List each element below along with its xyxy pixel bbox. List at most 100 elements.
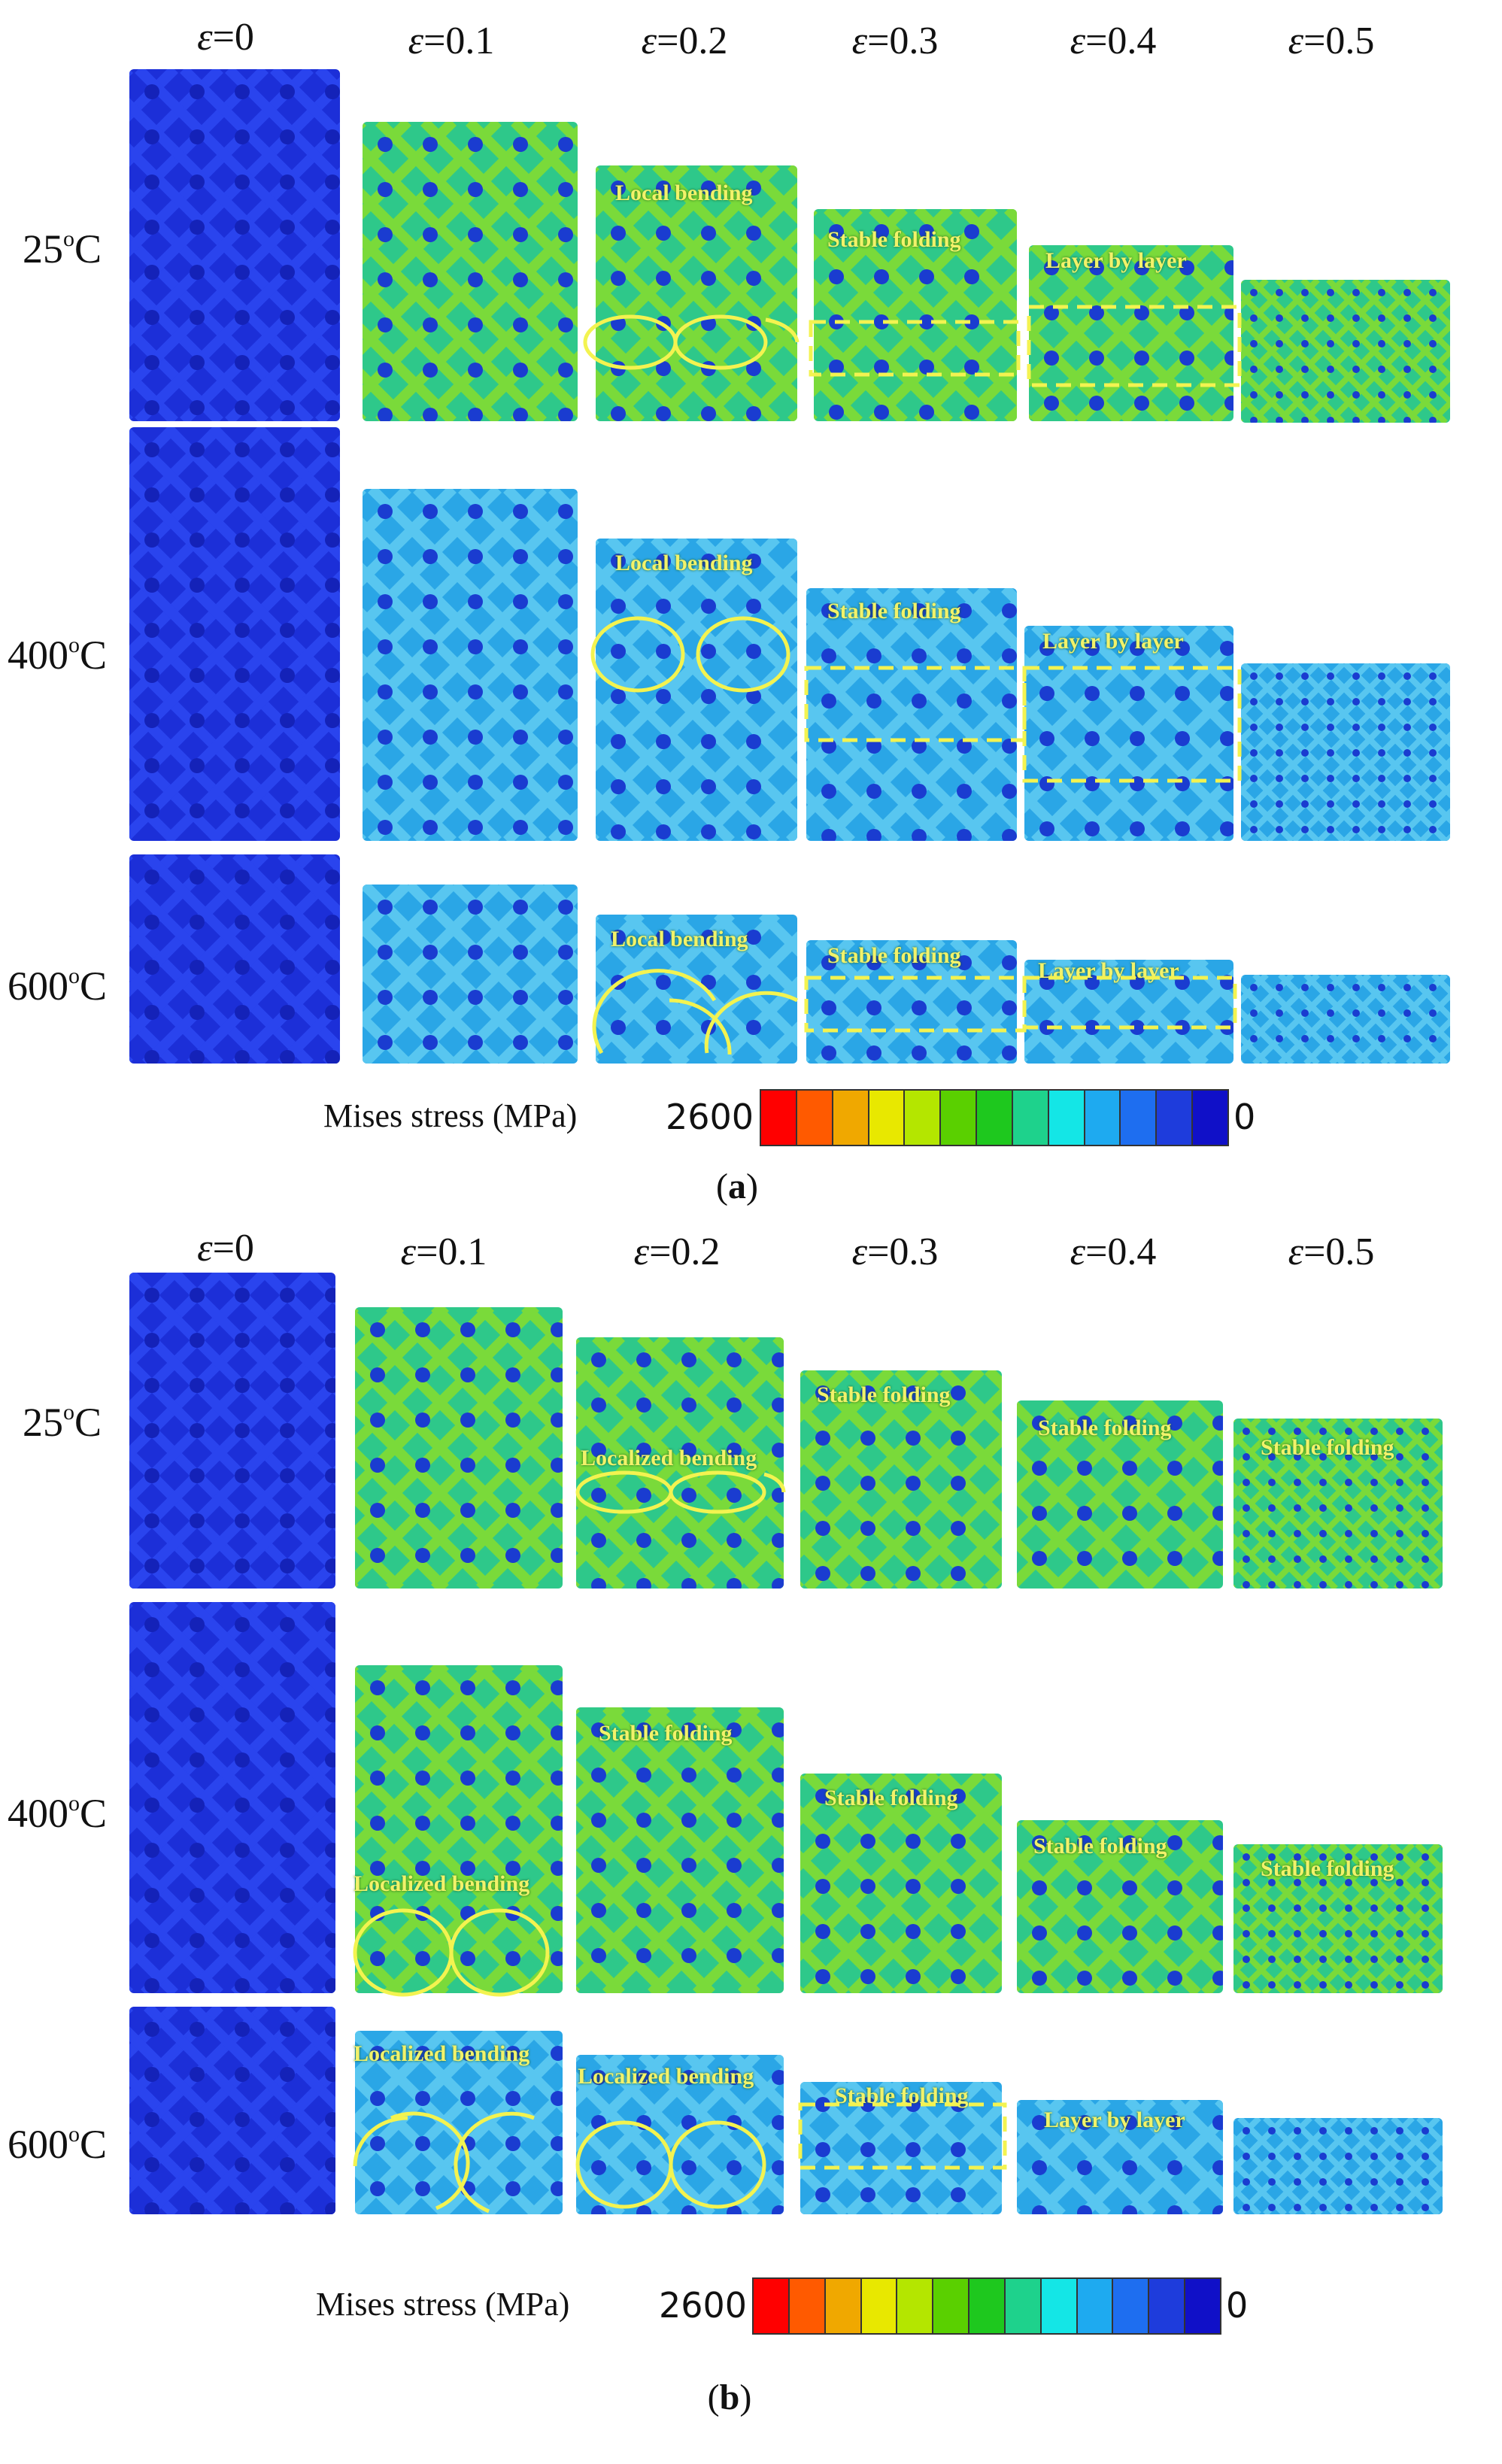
lattice-deformed [576,1337,784,1589]
lattice-deformed [1241,663,1450,841]
lattice-undeformed [129,1273,335,1589]
temperature-label: 400oC [8,633,108,678]
lattice-deformed [806,940,1017,1064]
colorbar-swatch [941,1091,978,1145]
strain-header: ε=0.4 [1070,1230,1157,1273]
legend-min: 0 [1226,2285,1249,2326]
colorbar-swatch [1005,2279,1042,2333]
annotation-label: Stable folding [827,227,961,252]
legend-min: 0 [1233,1097,1256,1137]
colorbar-swatch [869,1091,906,1145]
temperature-label: 400oC [8,1791,108,1836]
strain-header: ε=0 [197,16,254,59]
legend-max: 2600 [666,1097,754,1137]
lattice-deformed [1017,2100,1223,2214]
lattice-deformed [363,122,578,421]
colorbar-swatch [754,2279,790,2333]
strain-header: ε=0.5 [1288,1230,1375,1273]
panel-caption: (a) [716,1167,758,1206]
lattice-undeformed [129,2007,335,2214]
annotation-label: Stable folding [599,1721,733,1746]
annotation-label: Local bending [615,181,753,205]
lattice-undeformed [129,427,340,841]
annotation-label: Localized bending [354,2041,530,2066]
annotation-label: Local bending [615,551,753,575]
colorbar-swatch [1012,1091,1049,1145]
lattice-deformed [1241,975,1450,1064]
annotation-overlay [353,1470,1007,2214]
lattice-deformed [1017,1400,1223,1589]
strain-header: ε=0.2 [633,1230,721,1273]
annotation-label: Stable folding [1038,1416,1172,1440]
annotation-label: Localized bending [581,1446,757,1470]
annotation-label: Stable folding [1261,1435,1394,1460]
lattice-deformed [1241,280,1450,423]
colorbar-swatch [761,1091,797,1145]
colorbar-swatch [789,2279,826,2333]
lattice-undeformed [129,69,340,421]
colorbar-swatch [905,1091,942,1145]
annotation-label: Stable folding [827,599,961,624]
lattice-deformed [1233,1419,1443,1589]
panel-b: ε=0 ε=0.1 ε=0.2 ε=0.3 ε=0.4 ε=0.5 25oC 4… [0,1218,1502,2464]
legend-label: Mises stress (MPa) [323,1097,578,1134]
annotation-label: Layer by layer [1042,629,1184,654]
colorbar-swatch [1149,2279,1186,2333]
strain-header: ε=0.1 [408,20,495,62]
colorbar-swatch [977,1091,1013,1145]
colorbar-swatch [897,2279,934,2333]
temperature-label: 600oC [8,963,108,1009]
colorbar-swatch [833,1091,869,1145]
lattice-deformed [1024,626,1233,841]
lattice-undeformed [129,854,340,1064]
colorbar-swatch [1193,1091,1227,1145]
colorbar [760,1089,1229,1146]
colorbar-swatch [1085,1091,1121,1145]
lattice-deformed [1233,1844,1443,1993]
colorbar-swatch [1121,1091,1158,1145]
annotation-label: Local bending [611,927,748,951]
annotation-label: Layer by layer [1045,248,1187,273]
strain-header: ε=0.4 [1070,20,1157,62]
strain-header: ε=0 [197,1227,254,1270]
colorbar-swatch [1077,2279,1114,2333]
colorbar-swatch [1157,1091,1194,1145]
lattice-deformed [1233,2118,1443,2214]
strain-header: ε=0.2 [641,20,728,62]
annotation-label: Layer by layer [1044,2107,1185,2132]
colorbar [752,2277,1221,2335]
annotation-label: Stable folding [827,943,961,968]
temperature-label: 25oC [23,1400,102,1445]
annotation-overlay [583,305,1242,1055]
annotation-label: Stable folding [824,1786,958,1810]
colorbar-swatch [1041,2279,1078,2333]
lattice-deformed [800,1774,1002,1993]
lattice-deformed [355,1307,563,1589]
lattice-deformed [1029,245,1233,421]
colorbar-swatch [933,2279,970,2333]
legend-label: Mises stress (MPa) [316,2286,570,2323]
lattice-deformed [363,489,578,841]
lattice-deformed [806,588,1017,841]
temperature-label: 600oC [8,2122,108,2167]
lattice-deformed [800,1370,1002,1589]
lattice-undeformed [129,1602,335,1993]
colorbar-swatch [861,2279,898,2333]
panel-caption: (b) [707,2378,752,2417]
colorbar-swatch [1113,2279,1150,2333]
strain-header: ε=0.5 [1288,20,1375,62]
lattice-deformed [1017,1820,1223,1993]
colorbar-swatch [1048,1091,1085,1145]
lattice-deformed [355,1665,563,1993]
colorbar-swatch [825,2279,862,2333]
lattice-deformed [814,209,1017,421]
annotation-label: Stable folding [817,1382,951,1407]
strain-header: ε=0.1 [400,1230,487,1273]
panel-a: ε=0 ε=0.1 ε=0.2 ε=0.3 ε=0.4 ε=0.5 25oC 4… [0,0,1502,1218]
lattice-deformed [363,885,578,1064]
annotation-label: Stable folding [1033,1834,1167,1859]
annotation-label: Localized bending [578,2064,754,2089]
lattice-deformed [576,1707,784,1993]
colorbar-swatch [1185,2279,1220,2333]
legend-max: 2600 [659,2285,748,2326]
